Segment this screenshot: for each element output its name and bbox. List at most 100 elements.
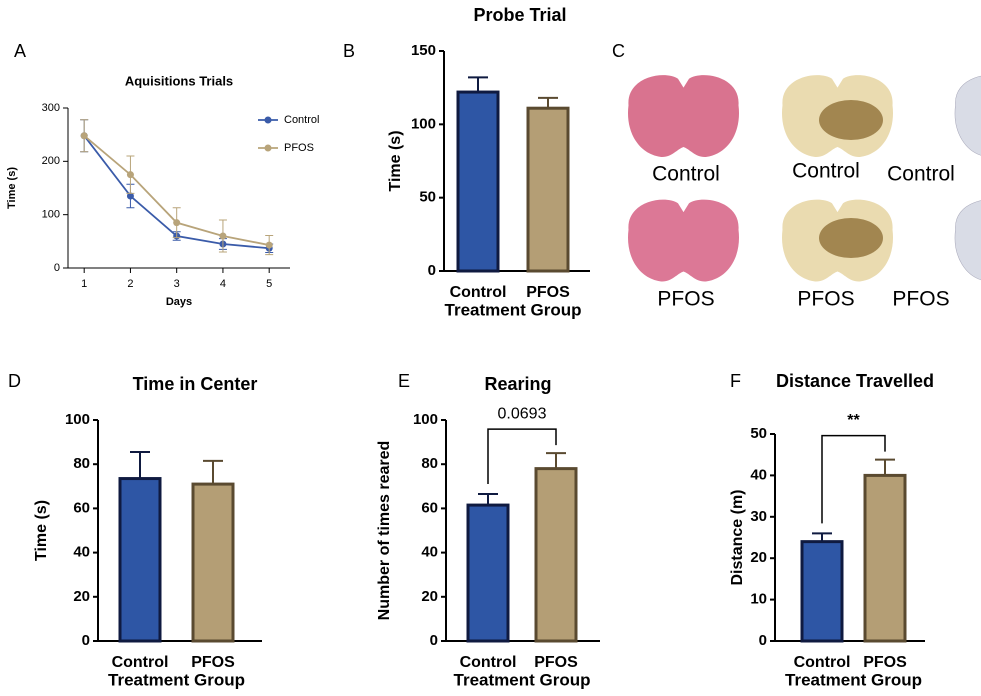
y-tick-label: 30 xyxy=(750,508,767,525)
significance-bracket xyxy=(821,434,886,524)
brain-image xyxy=(954,74,981,158)
bar xyxy=(526,106,570,273)
legend-marker xyxy=(264,144,272,152)
error-bar xyxy=(130,451,150,479)
y-tick-label: 100 xyxy=(65,411,90,428)
y-tick-label: 0 xyxy=(54,262,60,274)
x-tick-label: 2 xyxy=(127,278,133,290)
image-label: PFOS xyxy=(797,288,854,311)
y-tick-label: 200 xyxy=(42,155,60,167)
y-tick-label: 50 xyxy=(750,425,767,442)
y-tick-label: 80 xyxy=(73,455,90,472)
y-tick-label: 40 xyxy=(421,544,438,561)
y-tick-label: 300 xyxy=(42,102,60,114)
error-bar xyxy=(203,459,223,485)
bar xyxy=(118,477,162,643)
brain-image xyxy=(627,199,740,282)
x-tick-label: 5 xyxy=(266,278,272,290)
error-bar xyxy=(478,493,498,506)
y-tick-label: 100 xyxy=(413,411,438,428)
y-axis-label: Distance (m) xyxy=(729,489,746,585)
x-tick-label: 3 xyxy=(174,278,180,290)
x-tick-label: PFOS xyxy=(863,654,907,671)
bar xyxy=(534,467,578,643)
y-tick-label: 60 xyxy=(73,499,90,516)
x-axis-label: Treatment Group xyxy=(445,300,582,319)
y-tick-label: 150 xyxy=(411,42,436,59)
significance-bracket xyxy=(487,428,557,485)
x-axis-label: Days xyxy=(166,296,192,308)
chart-title: Distance Travelled xyxy=(776,371,934,391)
error-bar xyxy=(546,452,566,469)
y-tick-label: 80 xyxy=(421,455,438,472)
x-axis-label: Treatment Group xyxy=(454,670,591,689)
annotation: 0.0693 xyxy=(498,405,547,422)
x-tick-label: Control xyxy=(794,654,851,671)
brain-images xyxy=(627,74,981,283)
point xyxy=(126,192,134,200)
error-bar xyxy=(468,76,488,93)
x-tick-label: Control xyxy=(112,654,169,671)
y-tick-label: 40 xyxy=(750,466,767,483)
x-tick-label: PFOS xyxy=(191,654,235,671)
point xyxy=(265,241,273,249)
image-label: Control xyxy=(792,160,860,183)
y-tick-label: 20 xyxy=(421,588,438,605)
chart-title: Probe Trial xyxy=(473,5,566,25)
brain-stain xyxy=(819,218,883,258)
image-label: PFOS xyxy=(657,288,714,311)
y-axis-label: Time (s) xyxy=(387,130,404,191)
panel-letter: E xyxy=(398,371,410,391)
point xyxy=(173,219,181,227)
annotation: ** xyxy=(847,412,860,429)
y-tick-label: 50 xyxy=(419,189,436,206)
chart-title: Time in Center xyxy=(133,374,258,394)
error-bar xyxy=(875,458,895,476)
legend-label: PFOS xyxy=(284,142,314,154)
y-axis-label: Number of times reared xyxy=(376,441,393,621)
panel-letter: B xyxy=(343,41,355,61)
error-bar xyxy=(538,96,558,109)
point xyxy=(126,171,134,179)
bar xyxy=(191,482,235,643)
bar xyxy=(800,540,844,643)
x-tick-label: Control xyxy=(460,654,517,671)
panel-letter: C xyxy=(612,41,625,61)
x-tick-label: 1 xyxy=(81,278,87,290)
y-tick-label: 20 xyxy=(750,549,767,566)
x-tick-label: PFOS xyxy=(534,654,578,671)
bar xyxy=(466,503,510,643)
image-label: Control xyxy=(887,163,955,186)
x-axis-label: Treatment Group xyxy=(785,670,922,689)
y-tick-label: 0 xyxy=(82,632,90,649)
point xyxy=(80,132,88,140)
x-tick-label: PFOS xyxy=(526,284,570,301)
y-tick-label: 10 xyxy=(750,591,767,608)
chart-title: Aquisitions Trials xyxy=(125,73,233,88)
panel-letter: F xyxy=(730,371,741,391)
point xyxy=(219,232,227,240)
x-tick-label: 4 xyxy=(220,278,226,290)
panel-letter: A xyxy=(14,41,26,61)
legend-marker xyxy=(264,116,272,124)
y-tick-label: 0 xyxy=(428,262,436,279)
y-tick-label: 20 xyxy=(73,588,90,605)
y-tick-label: 0 xyxy=(430,632,438,649)
y-tick-label: 100 xyxy=(411,115,436,132)
y-tick-label: 40 xyxy=(73,544,90,561)
y-axis-label: Time (s) xyxy=(33,500,50,561)
image-label: Control xyxy=(652,163,720,186)
panel-letter: D xyxy=(8,371,21,391)
brain-image xyxy=(954,199,981,283)
legend-label: Control xyxy=(284,114,319,126)
bar xyxy=(863,473,907,643)
y-tick-label: 60 xyxy=(421,499,438,516)
brain-image xyxy=(627,75,740,157)
y-tick-label: 100 xyxy=(42,209,60,221)
x-axis-label: Treatment Group xyxy=(108,670,245,689)
y-axis-label: Time (s) xyxy=(6,167,18,209)
x-tick-label: Control xyxy=(450,284,507,301)
brain-stain xyxy=(819,100,883,140)
